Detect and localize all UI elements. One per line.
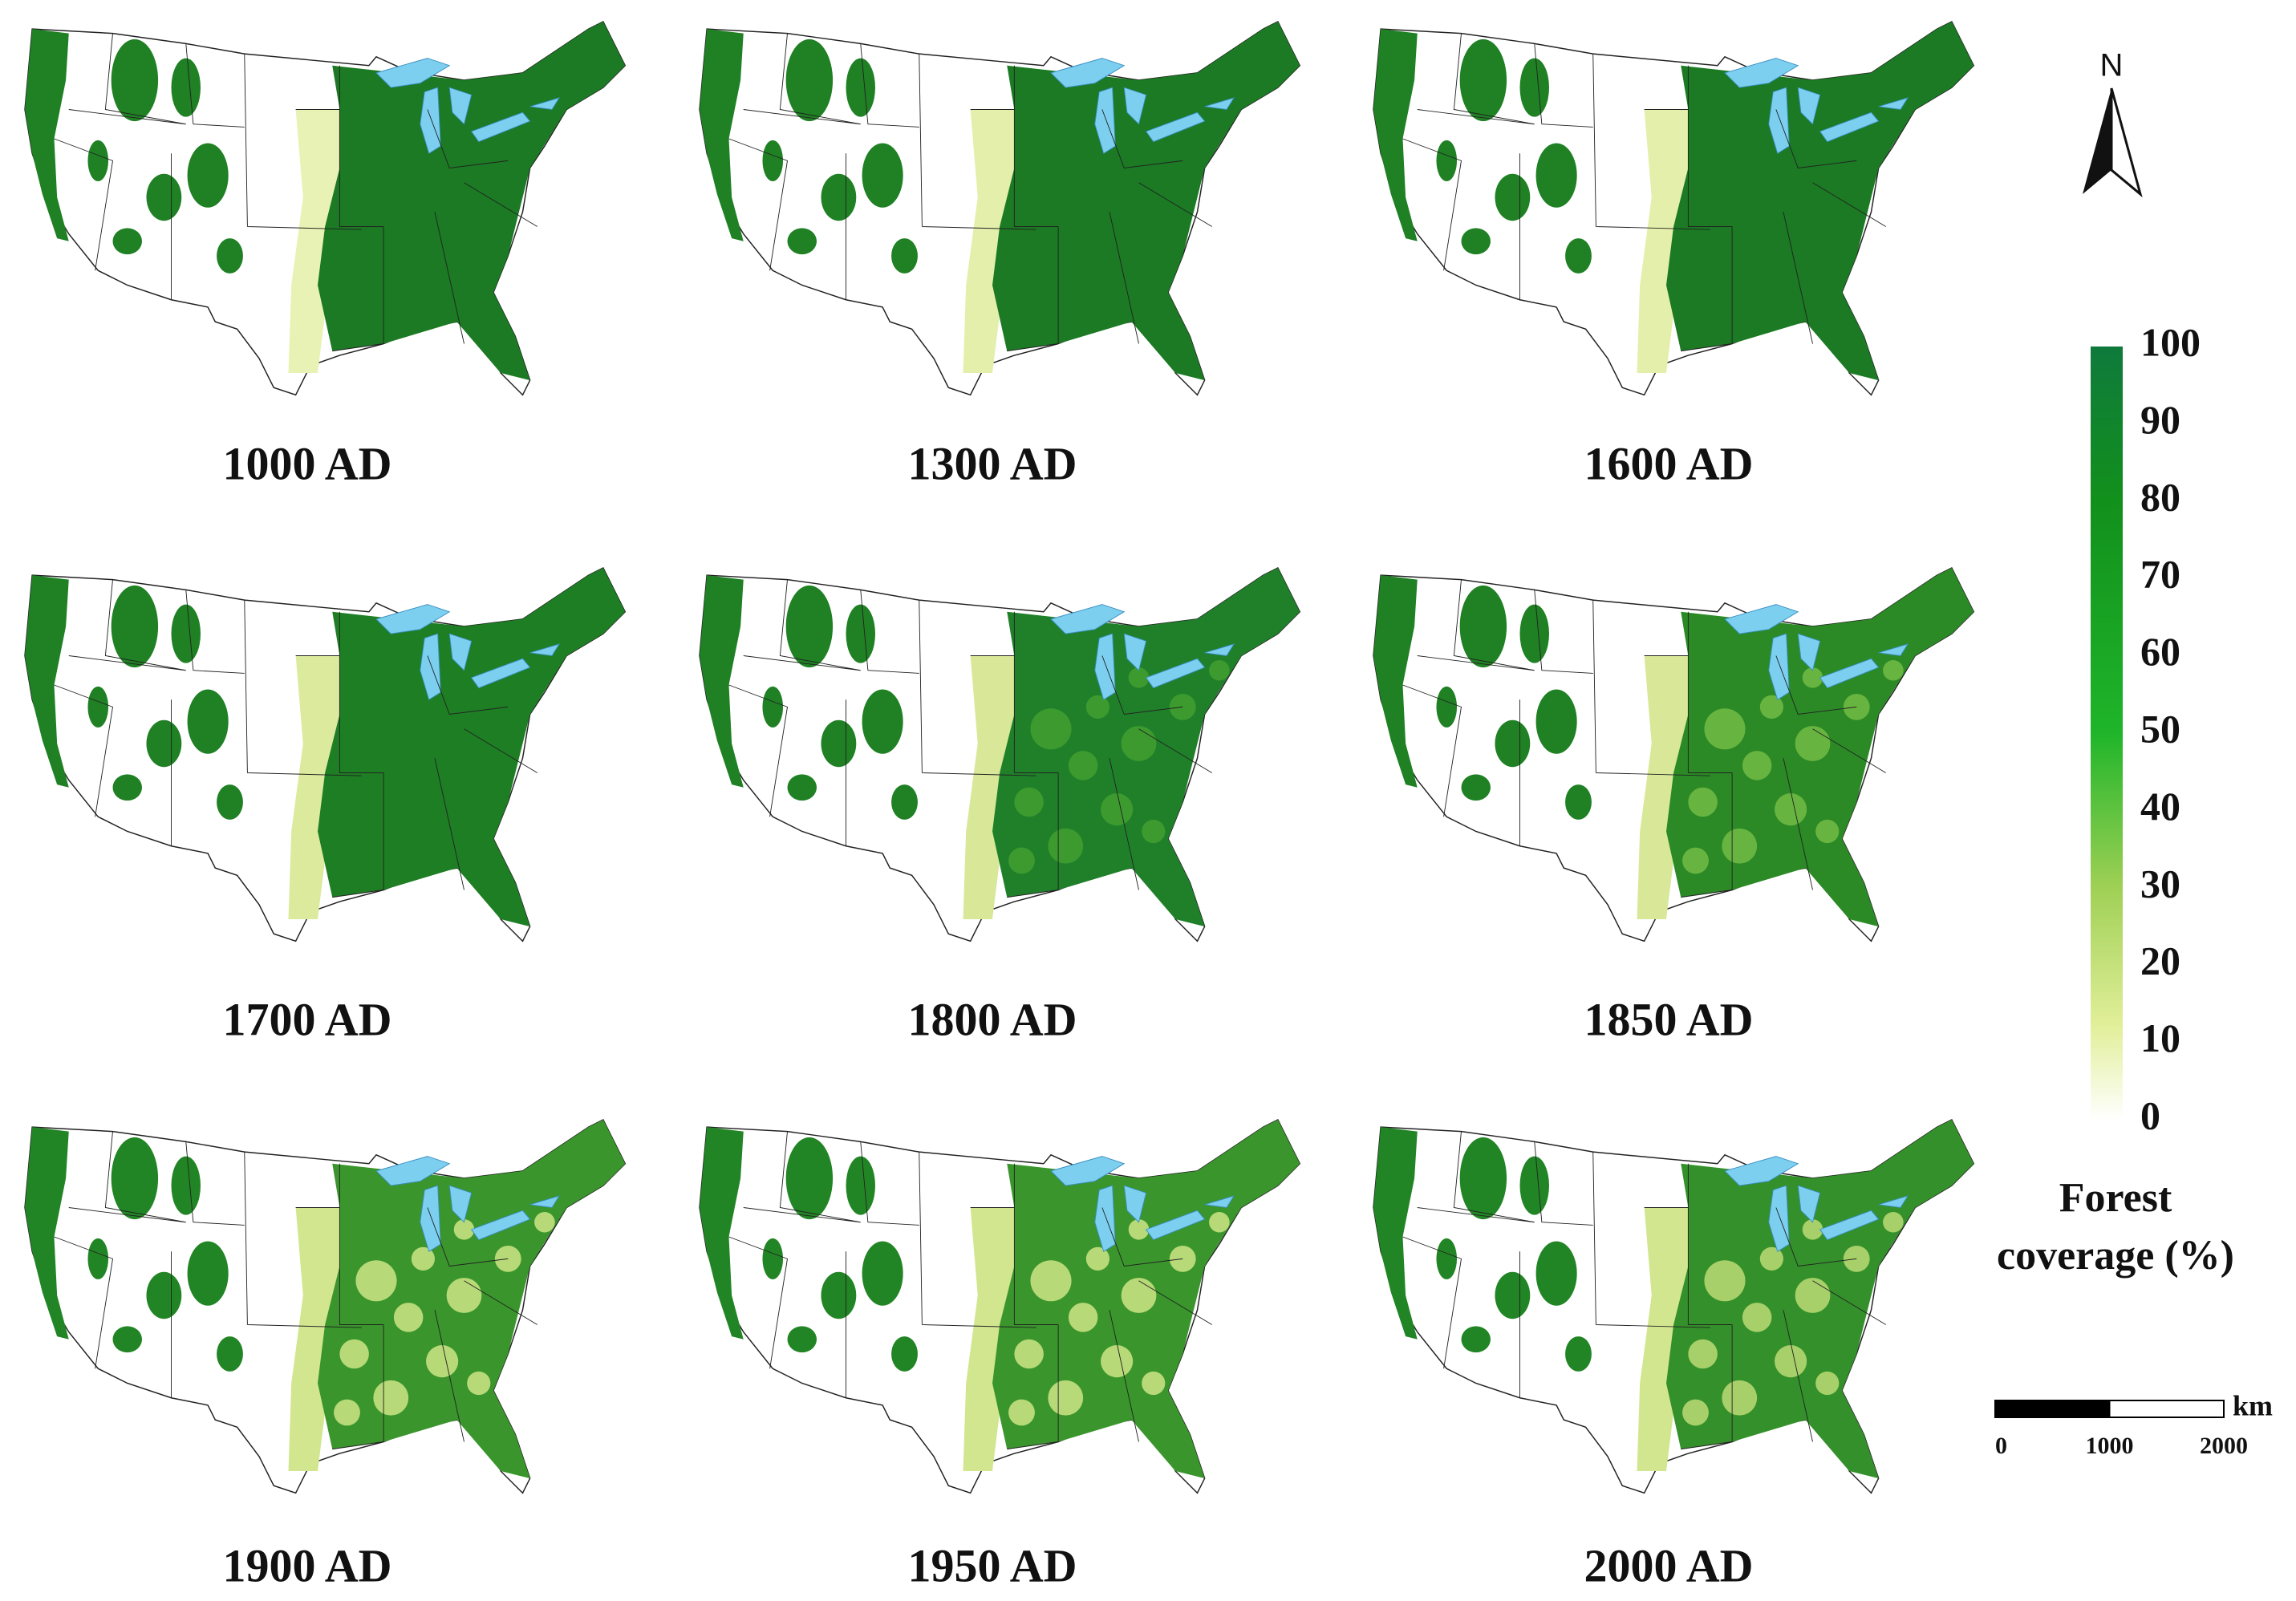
scale-unit: km xyxy=(2233,1389,2273,1421)
scale-tick-label: 2000 xyxy=(2200,1433,2248,1459)
panel-label: 1600 AD xyxy=(1584,437,1753,489)
forest-map xyxy=(699,1119,1301,1494)
legend-tick-label: 40 xyxy=(2140,784,2180,829)
panel-label: 1300 AD xyxy=(907,437,1077,489)
north-label: N xyxy=(2100,48,2124,83)
forest-map xyxy=(1373,21,1975,396)
legend-tick-label: 60 xyxy=(2140,629,2180,674)
scale-segment xyxy=(2108,1400,2225,1418)
panel-label: 1000 AD xyxy=(222,437,391,489)
panel-label: 1800 AD xyxy=(907,993,1077,1045)
panel-label: 1850 AD xyxy=(1584,993,1753,1045)
legend-tick-label: 70 xyxy=(2140,552,2180,597)
legend-tick-label: 80 xyxy=(2140,474,2180,519)
panel-label: 2000 AD xyxy=(1584,1539,1753,1591)
scale-tick-label: 1000 xyxy=(2086,1433,2134,1459)
panel-label: 1900 AD xyxy=(222,1539,391,1591)
color-bar xyxy=(2091,347,2123,1120)
scale-segment xyxy=(1994,1400,2111,1418)
forest-map xyxy=(24,21,627,396)
forest-map xyxy=(1373,567,1975,942)
north-arrow: N xyxy=(2083,48,2143,198)
forest-map xyxy=(24,567,627,942)
legend-tick-label: 50 xyxy=(2140,706,2180,751)
north-arrow-right xyxy=(2110,87,2143,198)
legend-tick-label: 20 xyxy=(2140,938,2180,983)
panel-label: 1700 AD xyxy=(222,993,391,1045)
forest-map xyxy=(699,567,1301,942)
legend-tick-label: 0 xyxy=(2140,1092,2160,1137)
scale-tick-label: 0 xyxy=(1995,1433,2007,1459)
legend-title: Forest coverage (%) xyxy=(1997,1175,2234,1279)
legend: 0 10 20 30 40 50 60 70 80 90 100 xyxy=(2091,319,2201,1137)
north-arrow-left xyxy=(2083,88,2111,194)
forest-map xyxy=(1373,1119,1975,1494)
legend-tick-label: 90 xyxy=(2140,397,2180,442)
panel-label: 1950 AD xyxy=(907,1539,1077,1591)
forest-map xyxy=(24,1119,627,1494)
legend-tick-label: 30 xyxy=(2140,861,2180,906)
scale-bar: km 0 1000 2000 xyxy=(1994,1389,2273,1459)
legend-tick-label: 100 xyxy=(2140,319,2201,364)
forest-map xyxy=(699,21,1301,396)
legend-tick-label: 10 xyxy=(2140,1015,2180,1060)
